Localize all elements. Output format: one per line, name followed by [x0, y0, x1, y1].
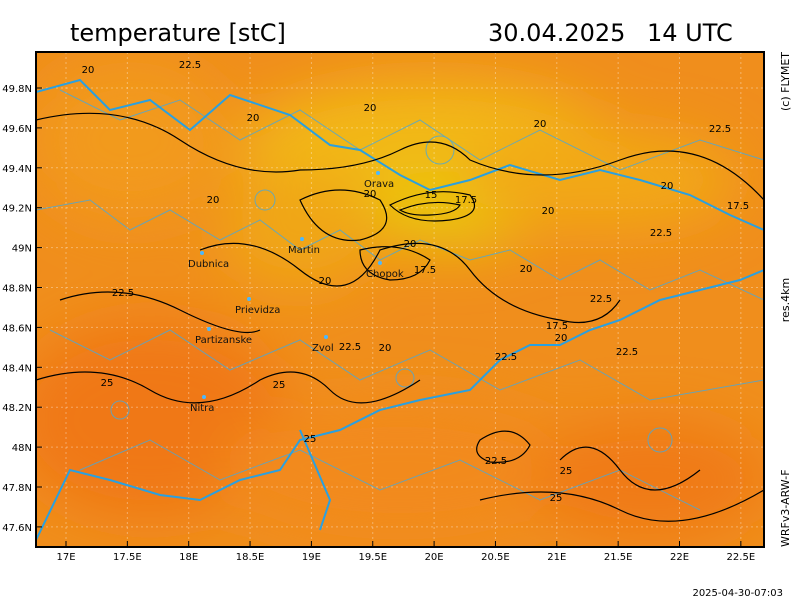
date: 30.04.2025 — [488, 19, 625, 47]
lat-label: 47.8N — [2, 483, 32, 494]
city-name: Orava — [364, 179, 394, 190]
lat-label: 48N — [12, 443, 32, 454]
city-name: Dubnica — [188, 259, 229, 270]
city-name: Partizanske — [195, 335, 252, 346]
contour-label: 22.5 — [590, 294, 612, 305]
contour-label: 20 — [247, 113, 260, 124]
contour-label: 25 — [550, 493, 563, 504]
city-dot — [378, 261, 382, 265]
lon-label: 20.5E — [481, 552, 510, 563]
lon-label: 17E — [56, 552, 75, 563]
time: 14 UTC — [647, 19, 733, 47]
map-frame — [35, 51, 765, 548]
contour-label: 22.5 — [339, 342, 361, 353]
contour-label: 22.5 — [485, 456, 507, 467]
lat-label: 48.6N — [2, 323, 32, 334]
lat-label: 49.4N — [2, 164, 32, 175]
contour-label: 20 — [364, 103, 377, 114]
contour-label: 20 — [319, 276, 332, 287]
city-dot — [324, 335, 328, 339]
contour-label: 17.5 — [546, 321, 568, 332]
city-name: Martin — [288, 245, 320, 256]
lon-label: 20E — [425, 552, 444, 563]
city-name: Nitra — [190, 403, 214, 414]
lat-label: 48.4N — [2, 363, 32, 374]
contour-label: 20 — [379, 343, 392, 354]
title: temperature [stC] — [70, 19, 286, 47]
city-name: Prievidza — [235, 305, 280, 316]
lon-label: 21.5E — [604, 552, 633, 563]
lon-label: 19E — [302, 552, 321, 563]
contour-label: 20 — [661, 181, 674, 192]
contour-label: 20 — [82, 65, 95, 76]
city-dot — [376, 171, 380, 175]
city-dot — [202, 395, 206, 399]
contour-label: 22.5 — [112, 288, 134, 299]
city-dot — [247, 297, 251, 301]
contour-label: 20 — [534, 119, 547, 130]
contour-label: 25 — [304, 434, 317, 445]
contour-label: 20 — [542, 206, 555, 217]
lon-label: 22.5E — [727, 552, 756, 563]
city-dot — [200, 251, 204, 255]
lat-label: 48.8N — [2, 284, 32, 295]
contour-label: 17.5 — [414, 265, 436, 276]
resolution: res.4km — [779, 278, 792, 322]
lat-label: 48.2N — [2, 403, 32, 414]
contour-label: 22.5 — [616, 347, 638, 358]
lon-label: 18E — [179, 552, 198, 563]
lon-label: 22E — [670, 552, 689, 563]
model: WRFv3-ARW-F — [779, 469, 792, 547]
contour-label: 22.5 — [179, 60, 201, 71]
contour-label: 22.5 — [650, 228, 672, 239]
city-dot — [300, 237, 304, 241]
contour-label: 25 — [560, 466, 573, 477]
contour-label: 25 — [273, 380, 286, 391]
lat-label: 49N — [12, 244, 32, 255]
contour-label: 20 — [520, 264, 533, 275]
lon-label: 17.5E — [113, 552, 142, 563]
city-name: Zvol — [312, 343, 334, 354]
contour-label: 22.5 — [709, 124, 731, 135]
lat-label: 49.8N — [2, 84, 32, 95]
copyright: (c) FLYMET — [779, 52, 792, 111]
contour-label: 17.5 — [727, 201, 749, 212]
lat-label: 49.2N — [2, 204, 32, 215]
contour-label: 20 — [364, 189, 377, 200]
city-dot — [207, 327, 211, 331]
contour-label: 20 — [207, 195, 220, 206]
contour-label: 20 — [404, 239, 417, 250]
lat-label: 49.6N — [2, 124, 32, 135]
timestamp: 2025-04-30-07:03 — [692, 588, 783, 599]
lat-label: 47.6N — [2, 523, 32, 534]
contour-label: 17.5 — [455, 195, 477, 206]
contour-label: 20 — [555, 333, 568, 344]
contour-label: 22.5 — [495, 352, 517, 363]
contour-label: 15 — [425, 190, 438, 201]
lon-label: 21E — [547, 552, 566, 563]
lon-label: 19.5E — [358, 552, 387, 563]
contour-label: 25 — [101, 378, 114, 389]
lon-label: 18.5E — [236, 552, 265, 563]
city-name: Chopok — [366, 269, 404, 280]
